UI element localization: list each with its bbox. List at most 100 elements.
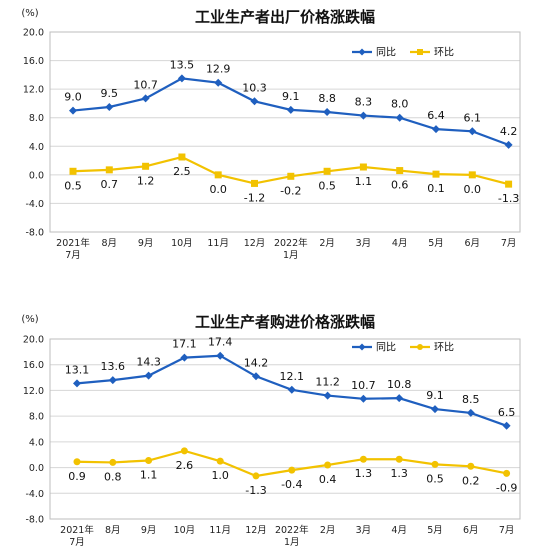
data-point [396, 167, 404, 175]
data-label: 9.0 [64, 91, 82, 104]
data-label: 10.7 [133, 78, 158, 91]
x-tick-label: 4月 [392, 238, 408, 249]
data-label: -1.3 [498, 192, 519, 205]
data-point [395, 455, 403, 463]
data-point [395, 113, 404, 122]
data-point [359, 163, 367, 171]
y-tick-label: -4.0 [25, 489, 44, 500]
y-tick-label: 0.0 [29, 463, 44, 474]
data-label: 0.5 [426, 472, 444, 485]
data-point [105, 166, 113, 174]
data-label: 0.2 [462, 474, 480, 487]
plot-frame [49, 338, 521, 520]
data-point [431, 460, 439, 468]
data-label: 13.1 [65, 363, 90, 376]
data-label: 12.1 [280, 370, 305, 383]
data-label: 6.5 [498, 406, 516, 419]
x-tick-label: 2021年 7月 [56, 237, 90, 261]
data-label: 11.2 [315, 376, 340, 389]
data-point [359, 455, 367, 463]
data-point [178, 153, 186, 161]
legend-marker [358, 343, 366, 351]
data-point [359, 394, 368, 403]
y-tick-label: 8.0 [29, 412, 44, 423]
data-label: 2.5 [173, 165, 191, 178]
data-label: 13.5 [170, 58, 195, 71]
data-label: 1.1 [355, 175, 373, 188]
legend-marker [417, 49, 423, 55]
data-label: 1.2 [137, 174, 155, 187]
data-label: 0.1 [427, 182, 445, 195]
data-point [251, 179, 258, 187]
data-point [216, 351, 225, 360]
y-tick-label: 0.0 [29, 170, 44, 181]
legend: 同比 环比 [352, 47, 454, 59]
x-tick-label: 9月 [141, 525, 157, 536]
data-point [109, 458, 117, 466]
data-label: 1.3 [390, 467, 408, 480]
data-point [323, 108, 332, 116]
data-point [504, 140, 513, 149]
data-label: 14.3 [136, 356, 161, 369]
data-label: 13.6 [101, 360, 126, 373]
data-point [216, 457, 224, 465]
data-label: 0.5 [318, 179, 336, 192]
data-label: 17.1 [172, 338, 197, 351]
data-label: 9.1 [282, 90, 300, 103]
y-tick-label: 12.0 [23, 85, 44, 96]
data-point [108, 376, 117, 385]
data-label: 1.3 [355, 467, 373, 480]
data-point [324, 461, 332, 469]
data-label: -0.4 [281, 478, 302, 491]
data-point [73, 458, 81, 466]
x-tick-label: 11月 [209, 525, 231, 536]
x-tick-label: 10月 [174, 525, 196, 536]
data-label: 0.4 [319, 473, 337, 486]
y-tick-label: 4.0 [29, 437, 44, 448]
data-label: 2.6 [176, 459, 194, 472]
x-tick-label: 2022年 1月 [275, 524, 309, 548]
y-unit-label: (%) [21, 314, 38, 325]
data-label: 9.1 [426, 389, 444, 402]
data-point [395, 394, 404, 403]
data-point [466, 408, 475, 417]
legend-marker [417, 344, 423, 350]
data-point [502, 421, 511, 430]
data-point [468, 171, 476, 179]
data-point [214, 78, 223, 87]
y-tick-label: 20.0 [23, 335, 44, 346]
data-point [145, 457, 153, 464]
data-label: -0.2 [280, 184, 301, 197]
y-tick-label: 12.0 [23, 386, 44, 397]
data-point [105, 103, 114, 111]
data-label: 0.0 [209, 183, 227, 196]
chart-title: 工业生产者出厂价格涨跌幅 [195, 8, 375, 26]
x-tick-label: 7月 [499, 525, 515, 536]
x-tick-label: 2月 [320, 525, 336, 536]
legend-label: 环比 [434, 47, 454, 59]
chart-1: 工业生产者出厂价格涨跌幅 (%) 20.0 16.0 12.0 8.0 4.0 0.0 -4.0… [21, 8, 521, 261]
data-label: 1.1 [140, 469, 158, 482]
legend-label: 同比 [376, 47, 396, 59]
x-tick-label: 7月 [501, 238, 517, 249]
data-label: 14.2 [244, 356, 269, 369]
data-label: 0.9 [68, 470, 86, 483]
data-label: 8.3 [355, 96, 373, 109]
data-label: 10.7 [351, 379, 376, 392]
y-tick-label: 8.0 [29, 113, 44, 124]
data-point [69, 167, 77, 175]
legend-marker [358, 48, 366, 56]
data-point [73, 379, 81, 388]
data-point [180, 447, 188, 455]
data-label: 1.0 [211, 469, 229, 482]
data-label: 8.0 [391, 98, 409, 111]
data-label: 8.8 [318, 92, 336, 105]
data-point [142, 162, 150, 170]
data-point [252, 472, 260, 480]
y-tick-label: -8.0 [25, 515, 44, 526]
data-point [250, 97, 259, 106]
data-point [288, 466, 296, 474]
data-label: 0.5 [64, 179, 82, 192]
x-tick-label: 10月 [171, 238, 193, 249]
